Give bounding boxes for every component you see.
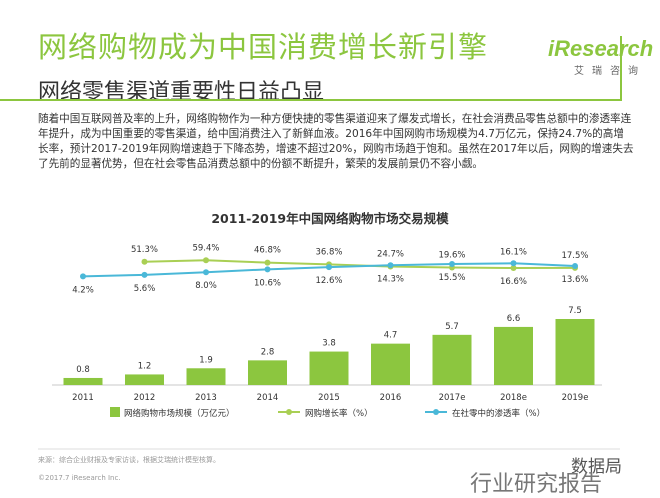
legend-marker-growth [286, 409, 292, 415]
growth-rate-label: 19.6% [438, 250, 465, 260]
penetration-rate-point [80, 273, 86, 280]
bar-value-label: 1.2 [138, 361, 152, 371]
bar-2019e [555, 319, 595, 385]
growth-rate-label: 51.3% [131, 245, 158, 255]
x-tick-label: 2019e [562, 393, 589, 403]
growth-rate-label: 17.5% [561, 251, 588, 261]
logo-text: iResearch [548, 36, 654, 61]
legend-label-penetration: 在社零中的渗透率（%） [452, 408, 545, 419]
penetration-rate-point [572, 263, 578, 270]
penetration-rate-label: 4.2% [72, 285, 94, 295]
bar-2011 [63, 377, 103, 385]
growth-rate-label: 46.8% [254, 246, 281, 256]
penetration-rate-label: 12.6% [315, 276, 342, 286]
penetration-rate-point [449, 260, 455, 267]
bar-2013 [186, 368, 226, 385]
logo-subtext: 艾瑞咨询 [574, 66, 646, 77]
growth-rate-label: 36.8% [315, 247, 342, 257]
body-paragraph: 随着中国互联网普及率的上升，网络购物作为一种方便快捷的零售渠道迎来了爆发式增长，… [38, 113, 634, 170]
x-tick-label: 2014 [257, 393, 279, 403]
bar-2012 [125, 374, 164, 385]
x-tick-label: 2015 [318, 393, 340, 403]
x-tick-label: 2016 [380, 393, 402, 403]
penetration-rate-point [203, 269, 209, 276]
penetration-rate-label: 13.6% [561, 275, 588, 285]
penetration-rate-label: 5.6% [134, 284, 156, 294]
bar-value-label: 1.9 [199, 355, 213, 365]
penetration-rate-point [326, 264, 332, 271]
bar-value-label: 2.8 [261, 347, 275, 357]
header-divider-vertical [620, 36, 622, 101]
penetration-rate-label: 8.0% [195, 281, 217, 291]
growth-rate-label: 59.4% [192, 243, 219, 253]
bar-value-label: 4.7 [384, 331, 398, 341]
growth-rate-point [141, 258, 148, 265]
watermark-text-large: 行业研究报告 [470, 472, 603, 497]
legend-label-bar: 网络购物市场规模（万亿元） [124, 408, 235, 419]
penetration-rate-point [264, 266, 271, 273]
watermark-text: 数据局 [571, 457, 622, 477]
bar-value-label: 5.7 [445, 322, 459, 332]
iresearch-logo: iResearch 艾瑞咨询 [548, 36, 654, 77]
penetration-rate-label: 15.5% [438, 273, 465, 283]
bar-2014 [248, 360, 287, 385]
x-tick-label: 2013 [195, 393, 217, 403]
legend-marker-penetration [433, 409, 439, 415]
x-tick-label: 2018e [500, 393, 527, 403]
penetration-rate-point [510, 260, 517, 267]
chart-title: 2011-2019年中国网络购物市场交易规模 [211, 211, 449, 226]
source-note: 来源：综合企业财报及专家访谈，根据艾瑞统计模型核算。 [38, 456, 220, 464]
growth-rate-point [510, 265, 517, 272]
copyright-note: ©2017.7 iResearch Inc. [38, 474, 121, 482]
growth-rate-label: 16.6% [500, 277, 527, 287]
growth-rate-point [203, 257, 209, 264]
x-tick-label: 2012 [134, 393, 156, 403]
bar-2017e [432, 334, 472, 385]
x-tick-label: 2011 [72, 393, 94, 403]
penetration-rate-label: 16.1% [500, 247, 527, 257]
penetration-rate-point [141, 271, 148, 278]
bar-value-label: 0.8 [76, 365, 90, 375]
growth-rate-point [264, 259, 271, 266]
growth-rate-label: 24.7% [377, 250, 404, 260]
bar-2016 [371, 343, 410, 385]
bar-2015 [309, 351, 349, 385]
bar-value-label: 6.6 [507, 314, 521, 324]
page-title: 网络购物成为中国消费增长新引擎 [38, 30, 489, 64]
penetration-rate-label: 14.3% [377, 274, 404, 284]
legend-label-growth: 网购增长率（%） [305, 408, 373, 419]
bar-value-label: 7.5 [568, 306, 582, 316]
header-divider [0, 99, 620, 101]
penetration-rate-label: 10.6% [254, 278, 281, 288]
x-tick-label: 2017e [439, 393, 466, 403]
bar-2018e [494, 326, 533, 385]
bar-value-label: 3.8 [322, 339, 336, 349]
legend-swatch-bar [110, 407, 120, 417]
penetration-rate-point [387, 262, 394, 269]
